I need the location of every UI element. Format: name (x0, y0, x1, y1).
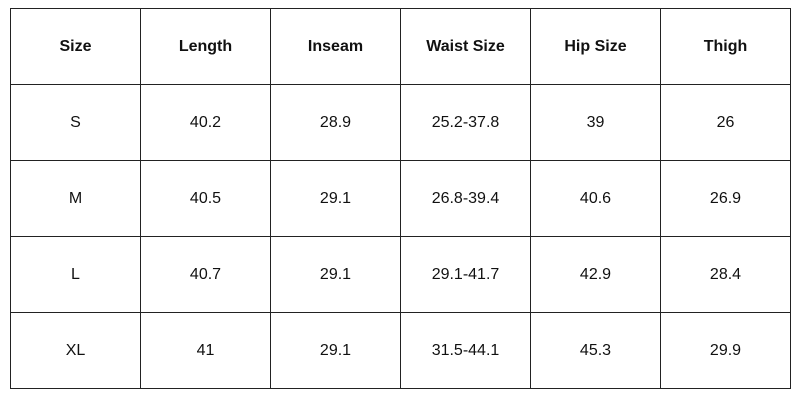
header-cell: Inseam (270, 8, 401, 85)
table-cell: 40.5 (140, 160, 271, 237)
table-cell: XL (10, 312, 141, 389)
table-cell: 28.9 (270, 84, 401, 161)
table-cell: 40.7 (140, 236, 271, 313)
header-cell: Thigh (660, 8, 791, 85)
table-cell: 29.1 (270, 160, 401, 237)
header-cell: Size (10, 8, 141, 85)
table-cell: 42.9 (530, 236, 661, 313)
table-head: Size Length Inseam Waist Size Hip Size Thigh (10, 8, 791, 85)
table-cell: 26 (660, 84, 791, 161)
table-cell: 29.1 (270, 312, 401, 389)
table-row: S 40.2 28.9 25.2-37.8 39 26 (10, 84, 791, 161)
table-cell: 29.1-41.7 (400, 236, 531, 313)
table-cell: S (10, 84, 141, 161)
table-row: L 40.7 29.1 29.1-41.7 42.9 28.4 (10, 236, 791, 313)
table-cell: 39 (530, 84, 661, 161)
table-cell: 40.2 (140, 84, 271, 161)
table-body: S 40.2 28.9 25.2-37.8 39 26 M 40.5 29.1 26.8-39.4… (10, 84, 791, 389)
table-cell: 29.9 (660, 312, 791, 389)
table-row: M 40.5 29.1 26.8-39.4 40.6 26.9 (10, 160, 791, 237)
table-cell: 45.3 (530, 312, 661, 389)
table-cell: 31.5-44.1 (400, 312, 531, 389)
table-cell: 40.6 (530, 160, 661, 237)
table-cell: 28.4 (660, 236, 791, 313)
header-cell: Waist Size (400, 8, 531, 85)
header-row: Size Length Inseam Waist Size Hip Size Thigh (10, 8, 791, 85)
table-cell: 26.8-39.4 (400, 160, 531, 237)
table-cell: 25.2-37.8 (400, 84, 531, 161)
table-cell: L (10, 236, 141, 313)
table-cell: M (10, 160, 141, 237)
table-cell: 29.1 (270, 236, 401, 313)
table-row: XL 41 29.1 31.5-44.1 45.3 29.9 (10, 312, 791, 389)
table-cell: 26.9 (660, 160, 791, 237)
header-cell: Hip Size (530, 8, 661, 85)
size-table: Size Length Inseam Waist Size Hip Size Thigh … (10, 8, 791, 389)
header-cell: Length (140, 8, 271, 85)
table-cell: 41 (140, 312, 271, 389)
